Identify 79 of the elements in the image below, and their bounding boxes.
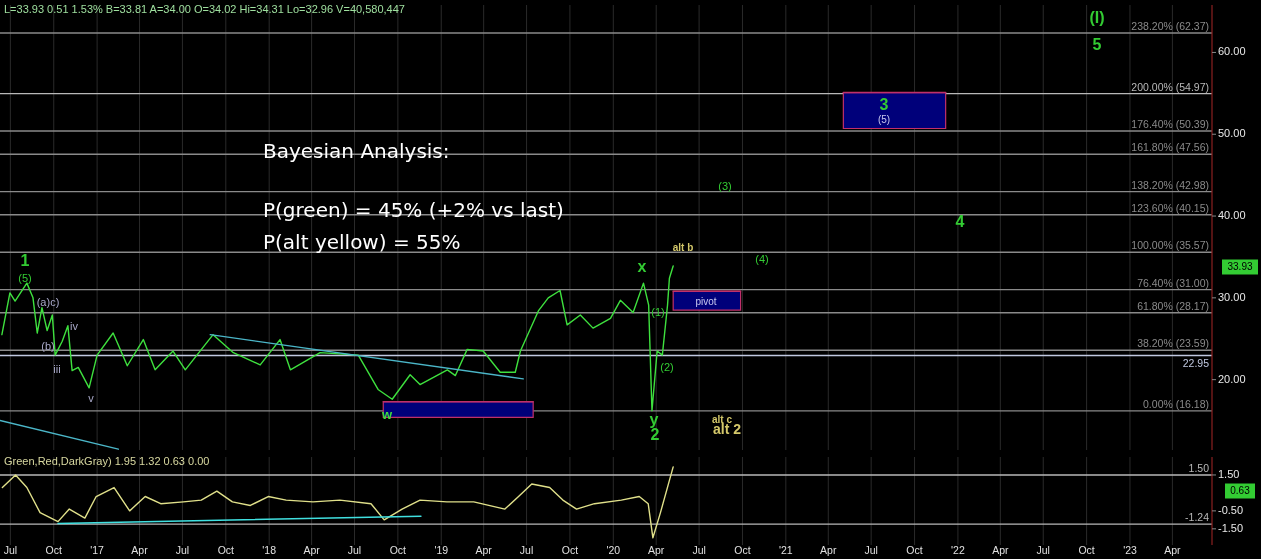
- x-tick-label: Apr: [820, 544, 837, 556]
- x-tick-label: Jul: [864, 544, 878, 556]
- x-tick-label: Oct: [734, 544, 751, 556]
- x-tick-label: Apr: [648, 544, 665, 556]
- ref-line-label: 0.00% (16.18): [1143, 397, 1209, 410]
- y-tick-label: 60.00: [1218, 45, 1246, 58]
- annotation: 1: [20, 252, 30, 270]
- x-tick-label: '20: [606, 544, 621, 556]
- annotation: alt b: [672, 241, 694, 253]
- annotation: (4): [755, 252, 769, 265]
- text: 0.63: [1230, 484, 1251, 496]
- y-tick-label: 30.00: [1218, 290, 1246, 303]
- y-tick-label: 40.00: [1218, 208, 1246, 221]
- ref-line-label: 161.80% (47.56): [1131, 141, 1209, 154]
- line-series: [1, 466, 674, 539]
- annotation: pivot: [695, 295, 717, 307]
- x-tick-label: Jul: [3, 544, 18, 556]
- chart-title: L=33.93 0.51 1.53% B=33.81 A=34.00 O=34.02 Hi=34.31 Lo=32.96 V=40,580,447: [4, 3, 405, 15]
- annotation: y: [649, 411, 659, 429]
- annotation: P(alt yellow) = 55%: [263, 229, 461, 254]
- x-tick-label: Oct: [389, 544, 407, 556]
- x-tick-label: Jul: [692, 544, 706, 556]
- x-tick-label: '18: [262, 544, 277, 556]
- ref-line-label: 22.95: [1182, 356, 1210, 369]
- annotation: (2): [660, 360, 674, 373]
- text: 33.93: [1227, 260, 1253, 272]
- annotation: 5: [1092, 36, 1102, 54]
- x-tick-label: Jul: [1036, 544, 1050, 556]
- annotation: 4: [955, 213, 965, 231]
- x-tick-label: Oct: [906, 544, 923, 556]
- ref-line-label: 76.40% (31.00): [1137, 276, 1209, 289]
- ref-line-label: -1.24: [1185, 511, 1210, 524]
- annotation: iv: [70, 319, 79, 332]
- ref-line-label: 100.00% (35.57): [1131, 239, 1209, 252]
- x-tick-label: Apr: [475, 544, 493, 556]
- annotation: Bayesian Analysis:: [263, 138, 450, 163]
- annotation: v: [88, 391, 95, 404]
- y-tick-label: 50.00: [1218, 127, 1246, 140]
- annotation: alt c: [711, 413, 733, 425]
- annotation: (5): [18, 271, 32, 284]
- annotation: (5): [877, 113, 891, 125]
- annotation: iii: [53, 362, 61, 375]
- x-tick-label: '19: [434, 544, 449, 556]
- ref-line-label: 123.60% (40.15): [1131, 201, 1209, 214]
- y-tick-label: -1.50: [1218, 521, 1244, 534]
- annotation: (I): [1089, 9, 1105, 27]
- ref-line-label: 176.40% (50.39): [1131, 118, 1209, 131]
- x-tick-label: '21: [779, 544, 793, 556]
- x-tick-label: Apr: [1164, 544, 1182, 556]
- annotation: (3): [718, 179, 732, 192]
- annotation: (a)c): [36, 295, 60, 308]
- x-tick-label: Oct: [217, 544, 235, 556]
- ref-line-label: 238.20% (62.37): [1131, 20, 1209, 33]
- y-tick-label: -0.50: [1218, 503, 1244, 516]
- x-tick-label: '22: [951, 544, 965, 556]
- x-tick-label: Jul: [175, 544, 190, 556]
- x-tick-label: Apr: [131, 544, 149, 556]
- x-tick-label: Oct: [45, 544, 62, 556]
- y-tick-label: 20.00: [1218, 372, 1246, 385]
- ref-line-label: 200.00% (54.97): [1131, 80, 1209, 93]
- annotation: P(green) = 45% (+2% vs last): [263, 197, 564, 222]
- annotation: 3: [879, 96, 889, 114]
- chart-title: Green,Red,DarkGray) 1.95 1.32 0.63 0.00: [4, 455, 210, 467]
- x-tick-label: Oct: [561, 544, 579, 556]
- line-series: [1, 265, 674, 412]
- ref-line-label: 61.80% (28.17): [1137, 299, 1209, 312]
- ref-line-label: 38.20% (23.59): [1137, 337, 1209, 350]
- x-tick-label: Jul: [519, 544, 534, 556]
- x-tick-label: Oct: [1078, 544, 1095, 556]
- ref-line-label: 1.50: [1188, 461, 1210, 474]
- ref-line-label: 138.20% (42.98): [1131, 178, 1209, 191]
- annotation: (b): [41, 339, 55, 352]
- x-tick-label: Jul: [347, 544, 362, 556]
- x-tick-label: Apr: [303, 544, 321, 556]
- x-tick-label: '17: [90, 544, 105, 556]
- x-tick-label: Apr: [992, 544, 1010, 556]
- x-tick-label: '23: [1123, 544, 1137, 556]
- y-tick-label: 1.50: [1218, 467, 1240, 480]
- annotation: x: [637, 258, 647, 276]
